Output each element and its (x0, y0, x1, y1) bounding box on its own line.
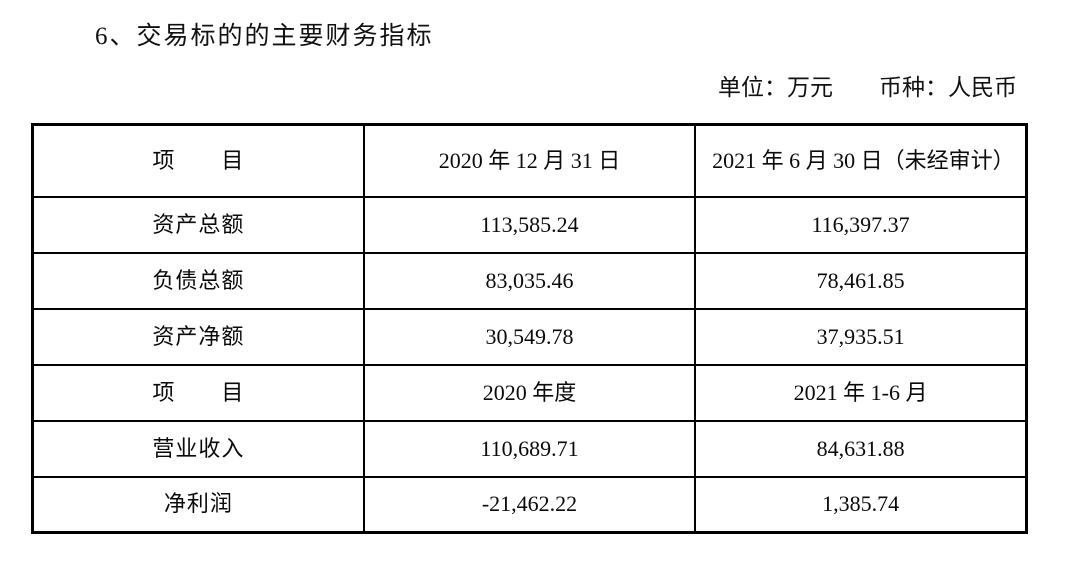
financial-indicators-table: 项 目 2020 年 12 月 31 日 2021 年 6 月 30 日（未经审… (31, 123, 1028, 534)
value-2020-cell: 83,035.46 (362, 251, 697, 310)
header-item-col: 项 目 (31, 123, 365, 198)
header-2021-date-col: 2021 年 6 月 30 日（未经审计） (694, 123, 1028, 198)
value-2021-cell: 116,397.37 (694, 195, 1028, 254)
table-row-net-profit: 净利润 -21,462.22 1,385.74 (31, 475, 1028, 534)
subheader-2021-period-col: 2021 年 1-6 月 (694, 363, 1028, 422)
value-2021-cell: 1,385.74 (694, 475, 1028, 534)
value-2020-cell: -21,462.22 (362, 475, 697, 534)
row-label-cell: 资产总额 (31, 195, 365, 254)
table-row-total-liabilities: 负债总额 83,035.46 78,461.85 (31, 251, 1028, 310)
table-row-net-assets: 资产净额 30,549.78 37,935.51 (31, 307, 1028, 366)
subheader-2020-period-col: 2020 年度 (362, 363, 697, 422)
row-label-cell: 资产净额 (31, 307, 365, 366)
section-title: 6、交易标的的主要财务指标 (95, 23, 434, 50)
row-label-cell: 负债总额 (31, 251, 365, 310)
value-2020-cell: 113,585.24 (362, 195, 697, 254)
currency-label: 币种：人民币 (879, 75, 1017, 100)
table-row-total-assets: 资产总额 113,585.24 116,397.37 (31, 195, 1028, 254)
value-2020-cell: 30,549.78 (362, 307, 697, 366)
row-label-cell: 营业收入 (31, 419, 365, 478)
unit-label: 单位：万元 (718, 75, 833, 100)
value-2021-cell: 37,935.51 (694, 307, 1028, 366)
table-row-operating-revenue: 营业收入 110,689.71 84,631.88 (31, 419, 1028, 478)
table-subheader-row: 项 目 2020 年度 2021 年 1-6 月 (31, 363, 1028, 422)
value-2021-cell: 84,631.88 (694, 419, 1028, 478)
subheader-item-col: 项 目 (31, 363, 365, 422)
table-header-row: 项 目 2020 年 12 月 31 日 2021 年 6 月 30 日（未经审… (31, 123, 1028, 198)
unit-note: 单位：万元 币种：人民币 (31, 68, 1017, 102)
row-label-cell: 净利润 (31, 475, 365, 534)
header-2020-date-col: 2020 年 12 月 31 日 (362, 123, 697, 198)
value-2020-cell: 110,689.71 (362, 419, 697, 478)
value-2021-cell: 78,461.85 (694, 251, 1028, 310)
